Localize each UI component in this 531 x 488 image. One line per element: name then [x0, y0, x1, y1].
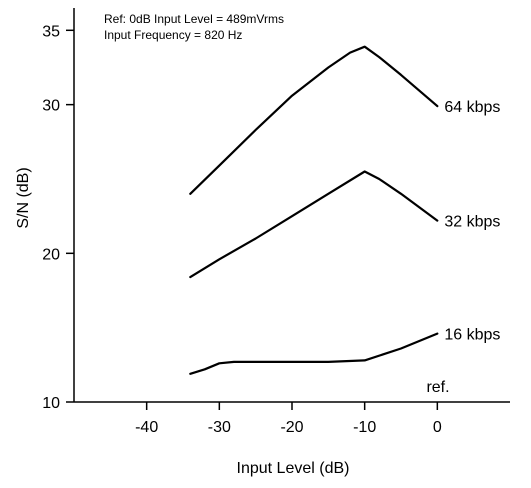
series-label: 16 kbps — [444, 327, 500, 344]
y-tick-label: 30 — [42, 98, 60, 115]
y-tick-label: 10 — [42, 395, 60, 412]
y-tick-label: 20 — [42, 246, 60, 263]
x-tick-label: -20 — [280, 419, 303, 436]
series-line-64-kbps — [189, 45, 439, 195]
series-line-32-kbps — [189, 170, 439, 279]
annotation-line-2: Input Frequency = 820 Hz — [104, 28, 242, 42]
x-tick-label: -10 — [353, 419, 376, 436]
x-axis-label: Input Level (dB) — [237, 460, 350, 477]
series-layer: 64 kbps 32 kbps 16 kbps — [189, 45, 500, 375]
y-tick-label: 35 — [42, 23, 60, 40]
series-line-16-kbps — [189, 332, 439, 375]
x-tick-label: 0 — [433, 419, 442, 436]
y-axis-label: S/N (dB) — [15, 167, 32, 228]
series-label: 32 kbps — [444, 214, 500, 231]
ref-label: ref. — [426, 379, 449, 396]
text-layer: Ref: 0dB Input Level = 489mVrms Input Fr… — [15, 12, 450, 477]
x-tick-label: -30 — [208, 419, 231, 436]
x-tick-label: -40 — [135, 419, 158, 436]
axes: 10 20 30 35 -40 -30 -20 -10 0 — [42, 8, 510, 436]
annotation-line-1: Ref: 0dB Input Level = 489mVrms — [104, 12, 284, 26]
series-label: 64 kbps — [444, 99, 500, 116]
